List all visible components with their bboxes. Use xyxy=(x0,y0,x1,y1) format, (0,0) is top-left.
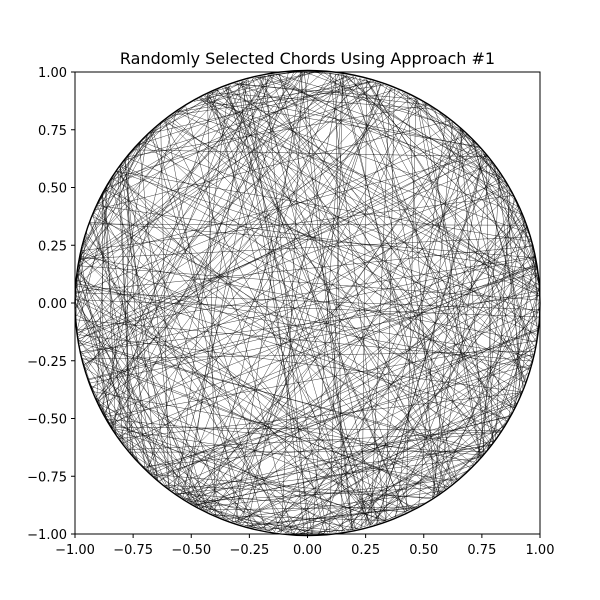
x-tick-label: 0.25 xyxy=(351,543,380,558)
y-tick-label: −0.25 xyxy=(27,355,67,370)
chart-title: Randomly Selected Chords Using Approach … xyxy=(120,49,495,68)
y-tick-label: 0.00 xyxy=(38,297,67,312)
x-tick-label: 0.00 xyxy=(293,543,322,558)
y-tick-label: −1.00 xyxy=(27,528,67,543)
x-tick-label: −0.50 xyxy=(171,543,211,558)
x-tick-label: 1.00 xyxy=(526,543,555,558)
x-tick-label: 0.75 xyxy=(467,543,496,558)
y-tick-label: 0.75 xyxy=(38,124,67,139)
y-tick-label: −0.75 xyxy=(27,470,67,485)
x-tick-label: 0.50 xyxy=(409,543,438,558)
y-tick-label: 0.25 xyxy=(38,239,67,254)
y-tick-label: 0.50 xyxy=(38,182,67,197)
x-tick-label: −0.75 xyxy=(113,543,153,558)
x-tick-label: −1.00 xyxy=(55,543,95,558)
y-tick-label: 1.00 xyxy=(38,66,67,81)
y-tick-label: −0.50 xyxy=(27,413,67,428)
x-tick-label: −0.25 xyxy=(229,543,269,558)
